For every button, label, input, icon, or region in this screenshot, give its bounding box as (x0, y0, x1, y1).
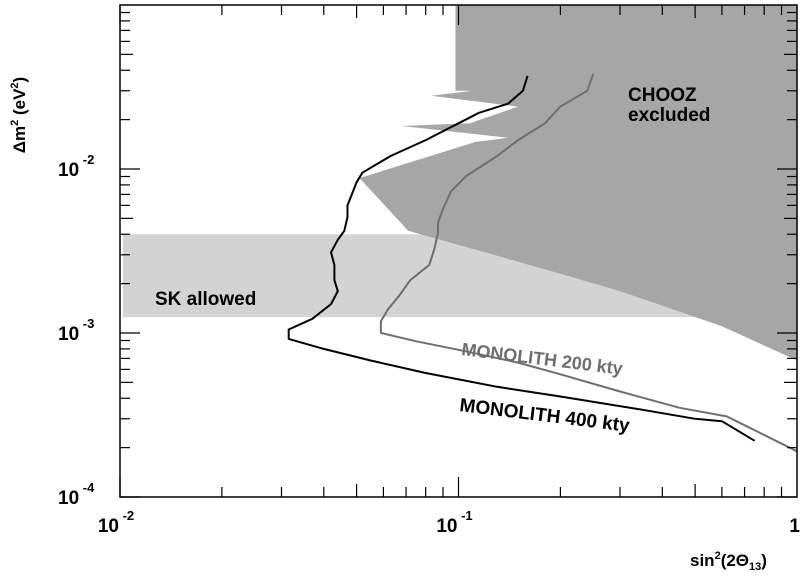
series-monolith-400-line (287, 75, 756, 442)
y-axis-title-close: ) (10, 77, 29, 83)
x-tick-label: 10 -1 (436, 508, 472, 537)
y-axis-title-unit-sup: 2 (9, 82, 21, 88)
series-monolith-200-line (379, 73, 798, 453)
ticks-layer (119, 5, 797, 498)
y-axis-title-sup: 2 (9, 120, 21, 126)
x-axis-title-sup: 2 (715, 550, 721, 562)
monolith-200-label: MONOLITH 200 kty (461, 339, 624, 379)
x-tick-label: 1 (789, 516, 800, 537)
regions-layer (122, 5, 798, 361)
x-axis-title: sin2(2Θ13) (690, 550, 767, 573)
x-axis-title-arg: (2Θ (721, 551, 749, 570)
region-chooz-excluded (359, 5, 797, 361)
curves-layer (287, 73, 798, 453)
y-axis-title-delta: Δ (10, 141, 29, 153)
y-tick-label: 10 -2 (58, 152, 94, 181)
chooz-label-line1: CHOOZ (628, 85, 697, 106)
sk-allowed-label: SK allowed (155, 289, 256, 310)
y-tick-label: 10 -4 (58, 480, 95, 509)
chooz-label-line2: excluded (628, 105, 710, 126)
y-axis-title-m: m (10, 126, 29, 141)
y-axis-title: Δm2 (eV2) (9, 77, 29, 153)
x-tick-label: 10 -2 (98, 508, 134, 537)
x-axis-title-close: ) (761, 551, 767, 570)
tick-labels-layer: 10 -2 10 -1 1 10 -4 10 -3 10 -2 (58, 152, 800, 537)
monolith-400-label: MONOLITH 400 kty (458, 395, 631, 437)
y-tick-label: 10 -3 (58, 316, 94, 345)
x-axis-title-sub: 13 (749, 561, 761, 573)
x-axis-title-sin: sin (690, 551, 715, 570)
y-axis-title-unit: (eV (10, 88, 29, 120)
